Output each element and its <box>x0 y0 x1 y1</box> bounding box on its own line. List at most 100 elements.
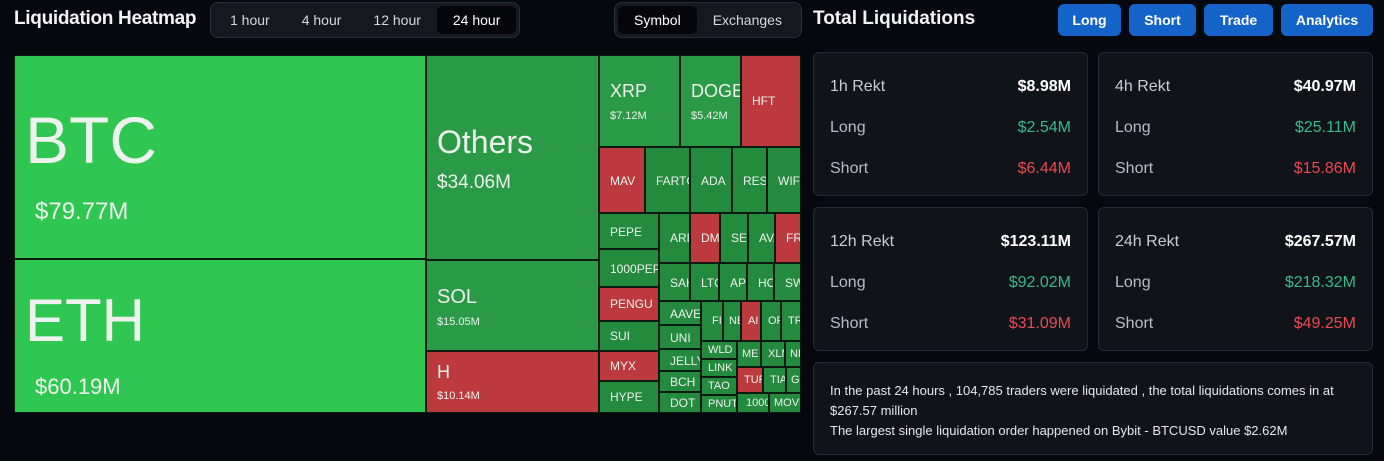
tile-name: AI <box>748 315 759 327</box>
card-total: $123.11M <box>1000 233 1071 250</box>
tile-btc[interactable]: BTC $79.77M <box>14 55 426 259</box>
tile-turbo[interactable]: TURBO <box>737 367 763 393</box>
tile-name: BTC <box>25 103 157 177</box>
trade-button[interactable]: Trade <box>1204 4 1273 36</box>
tile-mav[interactable]: MAV <box>599 147 645 213</box>
tile-name: H <box>437 362 450 382</box>
tile-home[interactable]: HOME <box>747 263 774 301</box>
rekt-card-1h: 1h Rekt $8.98M Long $2.54M Short $6.44M <box>813 52 1088 196</box>
tile-name: XRP <box>610 81 648 101</box>
tab-exchanges[interactable]: Exchanges <box>712 12 782 28</box>
long-button[interactable]: Long <box>1058 4 1121 36</box>
tile-others[interactable]: Others $34.06M <box>426 55 599 260</box>
tile-pengu[interactable]: PENGU <box>599 287 659 321</box>
short-value: $31.09M <box>1008 315 1071 332</box>
tile-uni[interactable]: UNI <box>659 325 701 349</box>
tile-dot[interactable]: DOT <box>659 392 701 413</box>
tile-sol[interactable]: SOL $15.05M <box>426 260 599 351</box>
tile-name: SEI <box>731 231 748 245</box>
card-total: $267.57M <box>1284 233 1356 250</box>
tile-name: DMC <box>701 231 720 245</box>
tile-hft[interactable]: HFT <box>741 55 801 147</box>
tile-bch[interactable]: BCH <box>659 371 701 392</box>
tile-value: $10.14M <box>437 390 480 402</box>
tile-sahara[interactable]: SAHARA <box>659 263 690 301</box>
tile-xlm[interactable]: XLM <box>761 341 785 367</box>
tile-name: OP <box>768 315 780 327</box>
tile-wif[interactable]: WIF <box>767 147 801 213</box>
short-button[interactable]: Short <box>1129 4 1196 36</box>
tile-name: ARB <box>670 231 689 245</box>
tile-doge[interactable]: DOGE $5.42M <box>680 55 741 147</box>
tile-tao[interactable]: TAO <box>701 377 737 395</box>
tile-sui[interactable]: SUI <box>599 321 659 351</box>
tile-name: TURBO <box>744 374 762 386</box>
tile-frag[interactable]: FRAG <box>775 213 801 263</box>
tile-name: WLD <box>708 344 733 356</box>
tile-link[interactable]: LINK <box>701 359 737 377</box>
tile-hype[interactable]: HYPE <box>599 381 659 413</box>
tile-apt[interactable]: APT <box>719 263 747 301</box>
tile-neo[interactable]: NEO <box>785 341 801 367</box>
tile-resolv[interactable]: RESOLV <box>732 147 767 213</box>
tile-name: SAHARA <box>670 276 689 290</box>
tile-eth[interactable]: ETH $60.19M <box>14 259 426 413</box>
tile-fartcoin[interactable]: FARTCOIN <box>645 147 690 213</box>
tile-name: TRX <box>788 315 800 327</box>
tile-xrp[interactable]: XRP $7.12M <box>599 55 680 147</box>
short-label: Short <box>830 160 869 177</box>
tile-tia[interactable]: TIA <box>763 367 786 393</box>
tab-1-hour[interactable]: 1 hour <box>230 12 270 28</box>
analytics-button[interactable]: Analytics <box>1281 4 1373 36</box>
tile-name: TIA <box>770 374 786 386</box>
card-total: $8.98M <box>1017 78 1071 95</box>
tile-pnut[interactable]: PNUT <box>701 395 737 413</box>
tile-name: LINK <box>708 362 733 374</box>
tile-op[interactable]: OP <box>761 301 781 341</box>
tile-name: DOT <box>670 396 696 410</box>
tile-name: MYX <box>610 359 637 373</box>
tile-ai[interactable]: AI <box>741 301 761 341</box>
tile-dmc[interactable]: DMC <box>690 213 720 263</box>
tile-near[interactable]: NEAR <box>723 301 741 341</box>
tile-name: ME <box>742 348 759 360</box>
tile-ada[interactable]: ADA <box>690 147 732 213</box>
tile-move[interactable]: MOVE <box>769 393 801 413</box>
short-value: $15.86M <box>1293 160 1356 177</box>
tile-pepe[interactable]: PEPE <box>599 213 659 249</box>
tile-ltc[interactable]: LTC <box>690 263 719 301</box>
tile-1000bonk[interactable]: 1000BONK <box>737 393 769 413</box>
tile-trx[interactable]: TRX <box>781 301 801 341</box>
tile-name: MAV <box>610 174 636 188</box>
tile-aave[interactable]: AAVE <box>659 301 701 325</box>
tile-sei[interactable]: SEI <box>720 213 748 263</box>
tile-swarms[interactable]: SWARMS <box>774 263 801 301</box>
tile-arb[interactable]: ARB <box>659 213 690 263</box>
tile-name: PENGU <box>610 297 653 311</box>
short-label: Short <box>830 315 869 332</box>
tile-myx[interactable]: MYX <box>599 351 659 381</box>
long-label: Long <box>830 119 866 136</box>
rekt-card-24h: 24h Rekt $267.57M Long $218.32M Short $49.2… <box>1098 207 1373 351</box>
tile-name: XLM <box>768 348 784 360</box>
tile-1000pepe[interactable]: 1000PEPE <box>599 249 659 287</box>
tab-12-hour[interactable]: 12 hour <box>373 12 421 28</box>
tile-wld[interactable]: WLD <box>701 341 737 359</box>
tile-name: FIL <box>712 315 722 327</box>
tab-4-hour[interactable]: 4 hour <box>301 12 342 28</box>
tile-grass[interactable]: GRASS <box>786 367 801 393</box>
tab-24-hour[interactable]: 24 hour <box>436 6 517 34</box>
tab-symbol[interactable]: Symbol <box>618 6 697 34</box>
short-value: $49.25M <box>1293 315 1356 332</box>
tile-fil[interactable]: FIL <box>701 301 723 341</box>
tile-me[interactable]: ME <box>737 341 761 367</box>
short-value: $6.44M <box>1017 160 1071 177</box>
rekt-card-12h: 12h Rekt $123.11M Long $92.02M Short $31.09… <box>813 207 1088 351</box>
card-label: 24h Rekt <box>1115 233 1180 250</box>
tile-h[interactable]: H $10.14M <box>426 351 599 413</box>
tile-jellyjelly[interactable]: JELLYJELLY <box>659 349 701 371</box>
view-tabs: Symbol Exchanges <box>614 2 802 38</box>
tile-avax[interactable]: AVAX <box>748 213 775 263</box>
tile-value: $79.77M <box>35 198 129 225</box>
